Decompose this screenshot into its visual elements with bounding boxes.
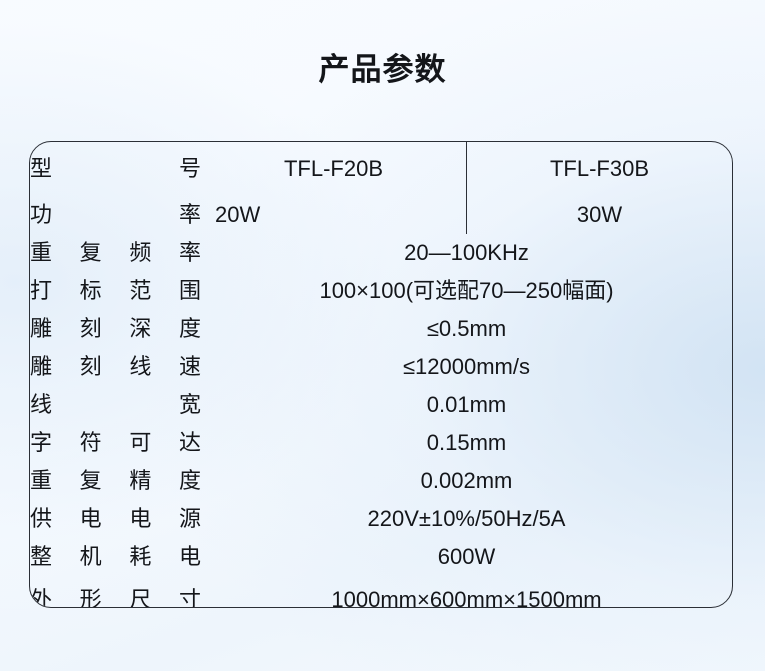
spec-label-repeat-accuracy: 重复精度 (30, 468, 201, 494)
spec-label-power-supply: 供电电源 (30, 506, 201, 532)
table-row: 打标范围 100×100(可选配70—250幅面) (30, 272, 732, 310)
spec-value-model-f20b: TFL-F20B (201, 142, 467, 196)
product-spec-table-card: 型 号 TFL-F20B TFL-F30B 功 率 20W 30W 重复频率 2… (29, 141, 733, 608)
table-row: 外形尺寸 1000mm×600mm×1500mm (30, 576, 732, 608)
spec-label-model: 型 号 (30, 156, 201, 182)
table-row: 雕刻深度 ≤0.5mm (30, 310, 732, 348)
spec-label-repetition-frequency: 重复频率 (30, 240, 201, 266)
table-row: 线 宽 0.01mm (30, 386, 732, 424)
spec-value-engraving-speed: ≤12000mm/s (402, 354, 530, 380)
spec-value-dimensions: 1000mm×600mm×1500mm (331, 587, 602, 608)
table-row: 功 率 20W 30W (30, 196, 732, 234)
table-row: 型 号 TFL-F20B TFL-F30B (30, 142, 732, 196)
table-row: 字符可达 0.15mm (30, 424, 732, 462)
spec-value-min-character: 0.15mm (426, 430, 507, 456)
spec-value-engraving-depth: ≤0.5mm (426, 316, 507, 342)
spec-value-line-width: 0.01mm (426, 392, 507, 418)
spec-label-engraving-speed: 雕刻线速 (30, 354, 201, 380)
spec-value-model-f30b: TFL-F30B (549, 156, 650, 182)
product-spec-table: 型 号 TFL-F20B TFL-F30B 功 率 20W 30W 重复频率 2… (30, 142, 732, 608)
spec-label-min-character: 字符可达 (30, 430, 201, 456)
spec-value-power-f30b: 30W (576, 202, 623, 228)
table-row: 重复频率 20—100KHz (30, 234, 732, 272)
spec-table-body: 型 号 TFL-F20B TFL-F30B 功 率 20W 30W 重复频率 2… (30, 142, 732, 608)
spec-label-total-consumption: 整机耗电 (30, 544, 201, 570)
page-title: 产品参数 (318, 52, 447, 87)
spec-label-engraving-depth: 雕刻深度 (30, 316, 201, 342)
spec-value-repeat-accuracy: 0.002mm (420, 468, 513, 494)
spec-value-total-consumption: 600W (437, 544, 496, 570)
spec-value-power-supply: 220V±10%/50Hz/5A (367, 506, 566, 532)
table-row: 整机耗电 600W (30, 538, 732, 576)
spec-value-power-f20b: 20W (201, 196, 467, 234)
spec-value-marking-range: 100×100(可选配70—250幅面) (319, 278, 614, 304)
spec-label-dimensions: 外形尺寸 (30, 587, 201, 608)
spec-label-power: 功 率 (30, 202, 201, 228)
table-row: 供电电源 220V±10%/50Hz/5A (30, 500, 732, 538)
table-row: 重复精度 0.002mm (30, 462, 732, 500)
spec-label-marking-range: 打标范围 (30, 278, 201, 304)
spec-label-line-width: 线 宽 (30, 392, 201, 418)
spec-value-repetition-frequency: 20—100KHz (404, 240, 529, 266)
table-row: 雕刻线速 ≤12000mm/s (30, 348, 732, 386)
